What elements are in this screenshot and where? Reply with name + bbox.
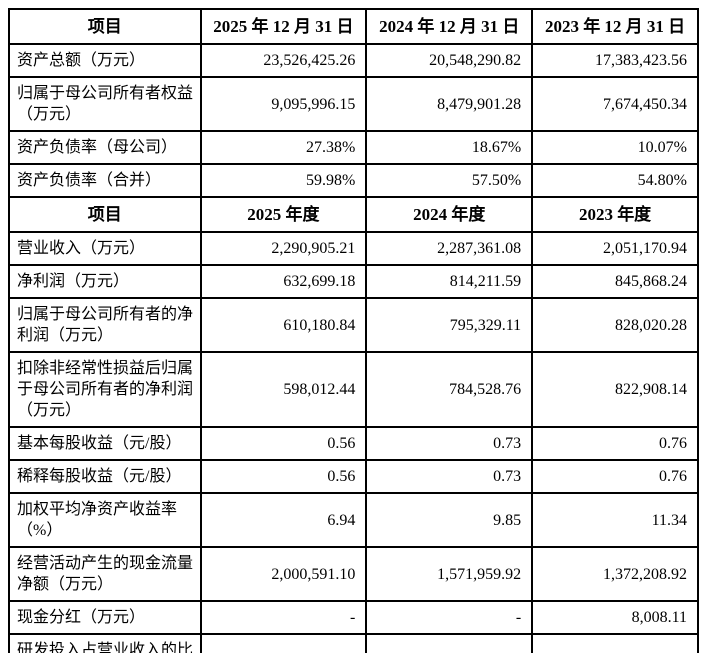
cell-value: 7,674,450.34	[531, 76, 699, 132]
column-header-date-2025: 2025 年 12 月 31 日	[199, 8, 368, 45]
cell-value: 0.76	[531, 426, 699, 461]
table-row: 营业收入（万元） 2,290,905.21 2,287,361.08 2,051…	[8, 231, 699, 266]
cell-value: 610,180.84	[199, 297, 368, 353]
table-row: 现金分红（万元） - - 8,008.11	[8, 600, 699, 635]
cell-value: 0.16	[531, 633, 699, 653]
cell-value: -	[365, 600, 534, 635]
column-header-item: 项目	[8, 8, 202, 45]
cell-value: 6.94	[199, 492, 368, 548]
cell-value: -	[199, 600, 368, 635]
cell-value: 0.46	[199, 633, 368, 653]
row-label: 资产总额（万元）	[8, 43, 202, 78]
cell-value: 27.38%	[199, 130, 368, 165]
row-label: 资产负债率（合并）	[8, 163, 202, 198]
cell-value: 2,290,905.21	[199, 231, 368, 266]
row-label: 净利润（万元）	[8, 264, 202, 299]
table-row: 净利润（万元） 632,699.18 814,211.59 845,868.24	[8, 264, 699, 299]
row-label: 归属于母公司所有者的净利润（万元）	[8, 297, 202, 353]
cell-value: 795,329.11	[365, 297, 534, 353]
row-label: 基本每股收益（元/股）	[8, 426, 202, 461]
financial-summary-table: 项目 2025 年 12 月 31 日 2024 年 12 月 31 日 202…	[8, 8, 699, 653]
row-label: 归属于母公司所有者权益（万元）	[8, 76, 202, 132]
cell-value: 0.56	[199, 459, 368, 494]
row-label: 扣除非经常性损益后归属于母公司所有者的净利润（万元）	[8, 351, 202, 428]
cell-value: 0.73	[365, 426, 534, 461]
cell-value: 828,020.28	[531, 297, 699, 353]
row-label: 现金分红（万元）	[8, 600, 202, 635]
table-row: 研发投入占营业收入的比例（%） 0.46 0.36 0.16	[8, 633, 699, 653]
cell-value: 1,372,208.92	[531, 546, 699, 602]
cell-value: 23,526,425.26	[199, 43, 368, 78]
row-label: 加权平均净资产收益率（%）	[8, 492, 202, 548]
table-row: 资产负债率（母公司） 27.38% 18.67% 10.07%	[8, 130, 699, 165]
row-label: 资产负债率（母公司）	[8, 130, 202, 165]
table-row: 资产总额（万元） 23,526,425.26 20,548,290.82 17,…	[8, 43, 699, 78]
cell-value: 0.36	[365, 633, 534, 653]
cell-value: 8,008.11	[531, 600, 699, 635]
cell-value: 845,868.24	[531, 264, 699, 299]
cell-value: 0.76	[531, 459, 699, 494]
row-label: 营业收入（万元）	[8, 231, 202, 266]
row-label: 研发投入占营业收入的比例（%）	[8, 633, 202, 653]
cell-value: 2,287,361.08	[365, 231, 534, 266]
cell-value: 0.56	[199, 426, 368, 461]
cell-value: 59.98%	[199, 163, 368, 198]
table-header-row: 项目 2025 年 12 月 31 日 2024 年 12 月 31 日 202…	[8, 8, 699, 45]
column-header-year-2024: 2024 年度	[365, 196, 534, 233]
table-row: 扣除非经常性损益后归属于母公司所有者的净利润（万元） 598,012.44 78…	[8, 351, 699, 428]
cell-value: 822,908.14	[531, 351, 699, 428]
column-header-year-2025: 2025 年度	[199, 196, 368, 233]
column-header-date-2024: 2024 年 12 月 31 日	[365, 8, 534, 45]
table-row: 归属于母公司所有者的净利润（万元） 610,180.84 795,329.11 …	[8, 297, 699, 353]
cell-value: 0.73	[365, 459, 534, 494]
row-label: 经营活动产生的现金流量净额（万元）	[8, 546, 202, 602]
column-header-item: 项目	[8, 196, 202, 233]
table-header-row: 项目 2025 年度 2024 年度 2023 年度	[8, 196, 699, 233]
table-row: 基本每股收益（元/股） 0.56 0.73 0.76	[8, 426, 699, 461]
table-row: 稀释每股收益（元/股） 0.56 0.73 0.76	[8, 459, 699, 494]
cell-value: 8,479,901.28	[365, 76, 534, 132]
cell-value: 17,383,423.56	[531, 43, 699, 78]
cell-value: 10.07%	[531, 130, 699, 165]
cell-value: 598,012.44	[199, 351, 368, 428]
cell-value: 54.80%	[531, 163, 699, 198]
table-row: 归属于母公司所有者权益（万元） 9,095,996.15 8,479,901.2…	[8, 76, 699, 132]
cell-value: 784,528.76	[365, 351, 534, 428]
cell-value: 18.67%	[365, 130, 534, 165]
cell-value: 9.85	[365, 492, 534, 548]
table-row: 资产负债率（合并） 59.98% 57.50% 54.80%	[8, 163, 699, 198]
cell-value: 20,548,290.82	[365, 43, 534, 78]
cell-value: 1,571,959.92	[365, 546, 534, 602]
cell-value: 632,699.18	[199, 264, 368, 299]
column-header-year-2023: 2023 年度	[531, 196, 699, 233]
cell-value: 2,051,170.94	[531, 231, 699, 266]
cell-value: 9,095,996.15	[199, 76, 368, 132]
table-row: 加权平均净资产收益率（%） 6.94 9.85 11.34	[8, 492, 699, 548]
table-row: 经营活动产生的现金流量净额（万元） 2,000,591.10 1,571,959…	[8, 546, 699, 602]
column-header-date-2023: 2023 年 12 月 31 日	[531, 8, 699, 45]
cell-value: 11.34	[531, 492, 699, 548]
row-label: 稀释每股收益（元/股）	[8, 459, 202, 494]
cell-value: 57.50%	[365, 163, 534, 198]
cell-value: 2,000,591.10	[199, 546, 368, 602]
cell-value: 814,211.59	[365, 264, 534, 299]
